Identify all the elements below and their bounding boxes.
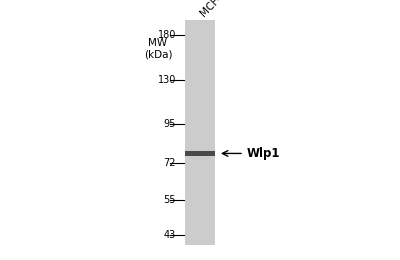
Text: 95: 95 (164, 119, 176, 129)
Bar (185, 20, 215, 245)
Text: 180: 180 (158, 30, 176, 40)
Text: Wlp1: Wlp1 (247, 147, 280, 160)
Text: 72: 72 (164, 158, 176, 168)
Text: 55: 55 (164, 196, 176, 205)
Text: 43: 43 (164, 230, 176, 240)
Bar (185, 151, 215, 156)
Text: 130: 130 (158, 75, 176, 85)
Text: MW
(kDa): MW (kDa) (144, 38, 172, 60)
Text: MCF-7: MCF-7 (198, 0, 228, 18)
